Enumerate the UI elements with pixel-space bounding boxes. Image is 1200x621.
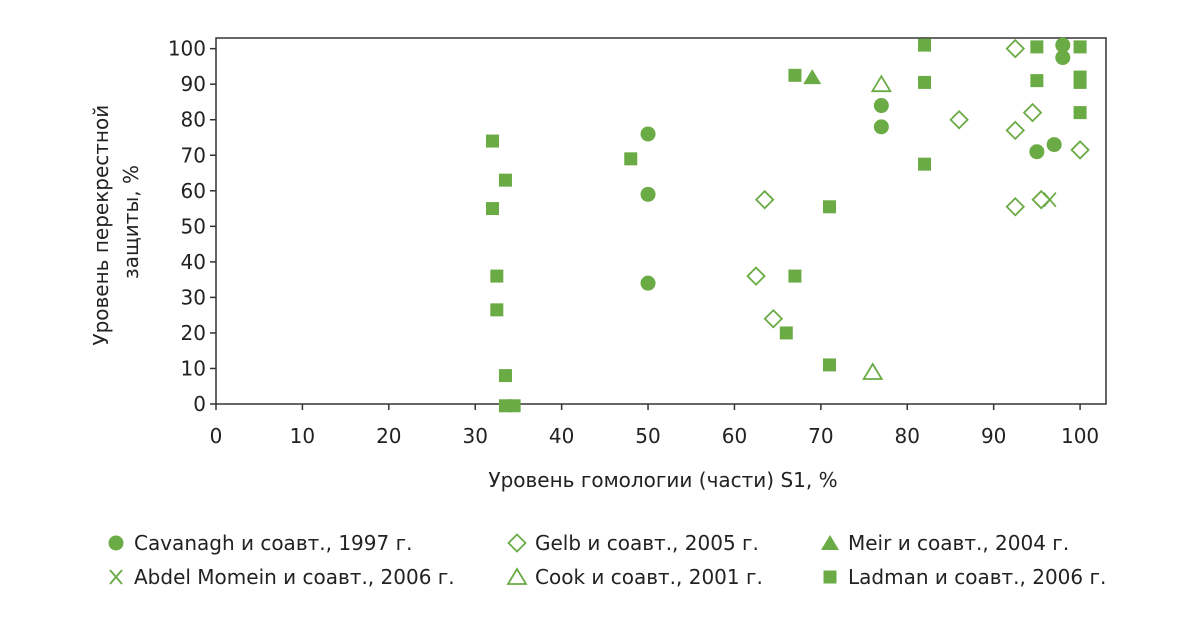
data-point — [1055, 50, 1071, 66]
legend-item: Cook и соавт., 2001 г. — [506, 565, 763, 589]
data-point — [498, 173, 512, 187]
data-point — [918, 157, 932, 171]
legend: Cavanagh и соавт., 1997 г. Gelb и соавт.,… — [108, 531, 1106, 589]
data-point — [498, 369, 512, 383]
x-tick-label: 80 — [895, 424, 920, 448]
legend-marker — [109, 569, 123, 585]
data-point — [1005, 38, 1026, 59]
legend-marker — [823, 570, 837, 584]
data-point — [746, 266, 766, 286]
data-point — [763, 308, 784, 329]
data-point — [486, 202, 500, 216]
y-tick-label: 100 — [168, 37, 206, 61]
y-axis-title-line-1: Уровень перекрестной — [89, 105, 113, 346]
x-axis-title: Уровень гомологии (части) S1, % — [488, 468, 837, 492]
data-point — [490, 303, 504, 317]
y-tick-label: 60 — [181, 179, 206, 203]
data-point — [918, 75, 932, 89]
data-point — [949, 109, 969, 130]
legend-item: Cavanagh и соавт., 1997 г. — [108, 531, 412, 555]
legend-label: Ladman и соавт., 2006 г. — [848, 565, 1106, 589]
data-point — [1043, 192, 1057, 208]
data-point — [1073, 40, 1087, 54]
data-point — [624, 152, 638, 166]
data-point — [754, 189, 775, 210]
legend-marker — [821, 535, 839, 550]
data-point — [779, 326, 793, 340]
data-point — [1055, 37, 1071, 53]
data-point — [873, 119, 889, 135]
y-tick-label: 30 — [181, 285, 206, 309]
legend-item: Abdel Momein и соавт., 2006 г. — [109, 565, 455, 589]
x-axis: 0 10 20 30 40 50 60 70 80 90 100 — [210, 404, 1099, 448]
x-tick-label: 20 — [376, 424, 401, 448]
data-point — [788, 68, 802, 82]
x-tick-label: 60 — [722, 424, 747, 448]
x-tick-label: 40 — [549, 424, 574, 448]
y-tick-label: 10 — [181, 356, 206, 380]
x-tick-label: 90 — [981, 424, 1006, 448]
data-point — [1030, 40, 1044, 54]
y-axis-title-line-2: защиты, % — [119, 165, 143, 279]
data-point — [640, 186, 656, 202]
data-point — [1070, 140, 1090, 160]
data-point — [918, 38, 932, 52]
data-point — [1005, 197, 1026, 217]
data-point — [873, 98, 889, 114]
legend-label: Gelb и соавт., 2005 г. — [535, 531, 759, 555]
data-point — [640, 126, 656, 142]
legend-item: Meir и соавт., 2004 г. — [821, 531, 1069, 555]
legend-marker — [507, 533, 527, 553]
y-tick-label: 50 — [181, 214, 206, 238]
y-tick-label: 40 — [181, 250, 206, 274]
data-point — [507, 399, 521, 413]
legend-marker — [506, 567, 528, 585]
data-point — [486, 134, 500, 148]
data-point — [490, 269, 504, 283]
y-tick-label: 0 — [193, 392, 206, 416]
legend-item: Ladman и соавт., 2006 г. — [823, 565, 1106, 589]
data-point — [1030, 74, 1044, 88]
legend-label: Cavanagh и соавт., 1997 г. — [134, 531, 412, 555]
x-tick-label: 70 — [808, 424, 833, 448]
legend-label: Meir и соавт., 2004 г. — [848, 531, 1069, 555]
data-point — [1073, 106, 1087, 120]
data-point — [788, 269, 802, 283]
data-point — [870, 74, 892, 93]
y-tick-label: 70 — [181, 143, 206, 167]
data-point — [1022, 102, 1043, 123]
data-point — [862, 362, 884, 380]
legend-label: Cook и соавт., 2001 г. — [535, 565, 763, 589]
legend-label: Abdel Momein и соавт., 2006 г. — [134, 565, 455, 589]
x-tick-label: 10 — [290, 424, 315, 448]
data-points — [486, 37, 1090, 413]
data-point — [1031, 189, 1051, 210]
data-point — [1005, 120, 1026, 141]
y-axis: 0 10 20 30 40 50 60 70 80 90 100 — [168, 37, 216, 416]
legend-marker — [108, 535, 124, 551]
plot-frame — [215, 37, 1107, 405]
y-tick-label: 80 — [181, 108, 206, 132]
data-point — [1073, 75, 1087, 89]
x-tick-label: 0 — [210, 424, 223, 448]
y-axis-title: Уровень перекрестной защиты, % — [89, 98, 143, 345]
y-tick-label: 20 — [181, 321, 206, 345]
x-tick-label: 30 — [462, 424, 487, 448]
data-point — [640, 275, 656, 291]
x-tick-label: 100 — [1061, 424, 1099, 448]
data-point — [822, 200, 836, 214]
data-point — [1029, 144, 1045, 160]
data-point — [1046, 137, 1062, 153]
y-tick-label: 90 — [181, 72, 206, 96]
data-point — [822, 358, 836, 372]
data-point — [803, 69, 822, 85]
legend-item: Gelb и соавт., 2005 г. — [507, 531, 759, 555]
x-tick-label: 50 — [635, 424, 660, 448]
